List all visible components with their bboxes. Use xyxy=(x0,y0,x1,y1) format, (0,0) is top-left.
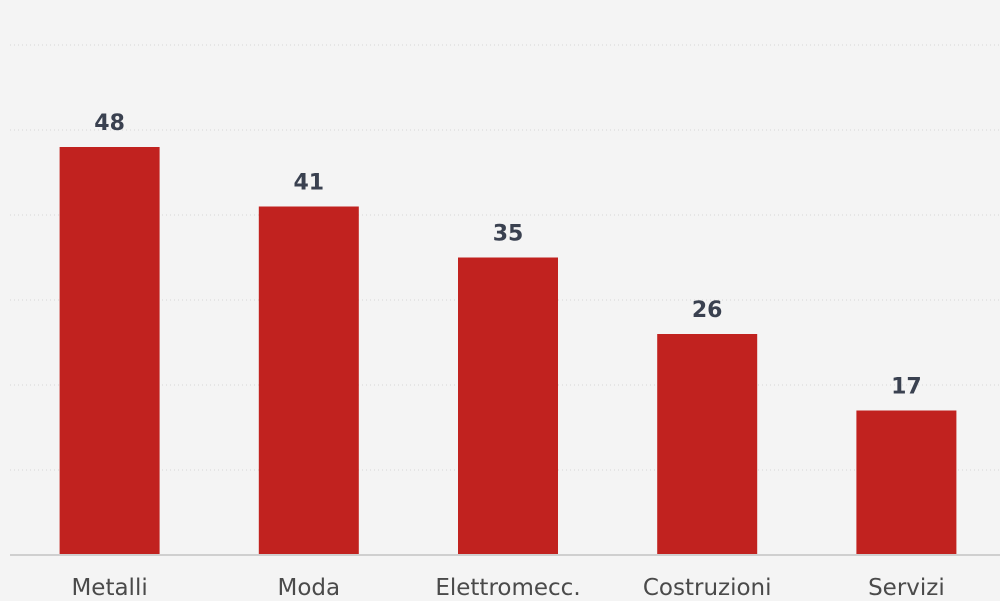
data-label: 48 xyxy=(94,111,125,136)
x-tick-label: Servizi xyxy=(868,575,945,601)
x-tick-label: Moda xyxy=(277,575,340,601)
bar-costruzioni xyxy=(657,334,758,555)
x-tick-label: Elettromecc. xyxy=(435,575,580,601)
x-tick-label: Costruzioni xyxy=(643,575,772,601)
gridlines xyxy=(10,44,1000,471)
x-tick-label: Metalli xyxy=(71,575,147,601)
bar-elettromecc xyxy=(458,257,558,555)
data-label: 26 xyxy=(692,298,723,323)
bars xyxy=(59,147,957,555)
data-label: 17 xyxy=(891,375,922,400)
x-axis-tick-labels: Metalli Moda Elettromecc. Costruzioni Serviz… xyxy=(71,575,944,601)
data-label: 41 xyxy=(293,171,324,196)
data-labels: 48 41 35 26 17 xyxy=(94,111,921,400)
bar-servizi xyxy=(856,410,957,555)
bar-metalli xyxy=(59,147,160,555)
bar-moda xyxy=(258,206,359,555)
data-label: 35 xyxy=(493,222,524,247)
